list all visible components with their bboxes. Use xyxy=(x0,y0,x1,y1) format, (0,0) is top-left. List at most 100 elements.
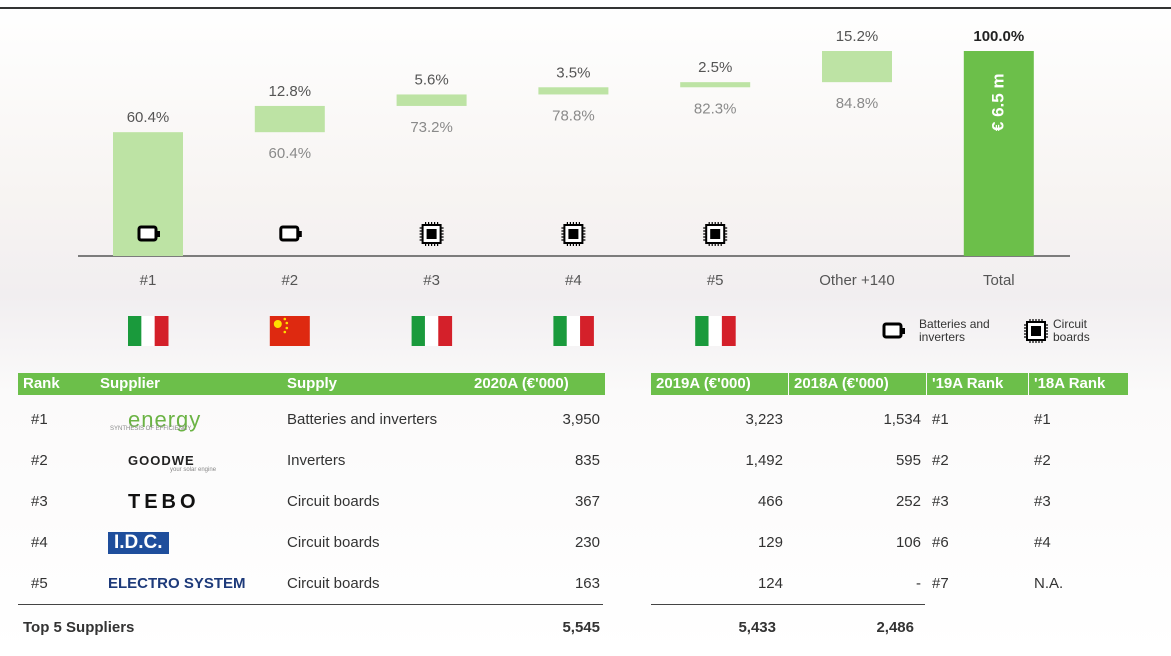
bar xyxy=(963,51,1034,256)
flag-italy xyxy=(424,316,439,346)
table-header: '18A Rank xyxy=(1029,373,1128,395)
bar xyxy=(680,82,751,88)
table-cell: #2 xyxy=(1034,452,1051,469)
supplier-logo: TEBO xyxy=(100,491,277,515)
flag-italy xyxy=(708,316,723,346)
table-cell: 163 xyxy=(574,575,600,592)
table-cell: #3 xyxy=(1034,493,1051,510)
table-cell: Circuit boards xyxy=(287,575,380,592)
flag-italy xyxy=(566,316,581,346)
x-tick-label: #2 xyxy=(281,272,298,289)
base-label: 78.8% xyxy=(552,107,595,124)
supplier-logo: ELECTRO SYSTEM xyxy=(100,573,277,595)
flag-star xyxy=(285,321,289,325)
value-label: 60.4% xyxy=(127,109,170,126)
supplier-name: TEBO xyxy=(128,491,200,513)
table-header: 2020A (€'000) xyxy=(469,373,605,395)
total-cell: 2,486 xyxy=(876,619,914,636)
battery-tip xyxy=(902,328,905,334)
x-tick-label: Total xyxy=(983,272,1015,289)
bar xyxy=(396,94,467,106)
table-cell: #1 xyxy=(932,411,949,428)
base-label: 84.8% xyxy=(836,95,879,112)
table-cell: 124 xyxy=(757,575,783,592)
table-cell: 367 xyxy=(574,493,600,510)
table-cell: 3,223 xyxy=(745,411,783,428)
table-cell: Circuit boards xyxy=(287,534,380,551)
flag-italy xyxy=(154,316,169,346)
supplier-name: energy xyxy=(128,407,202,432)
total-cell: 5,545 xyxy=(562,619,600,636)
chip-core xyxy=(568,229,579,239)
flag-italy xyxy=(580,316,594,346)
table-cell: - xyxy=(916,575,921,592)
flag-star xyxy=(273,320,282,328)
value-label: 2.5% xyxy=(698,59,732,76)
table-cell: 106 xyxy=(895,534,921,551)
table-cell: #6 xyxy=(932,534,949,551)
flag-italy xyxy=(553,316,568,346)
table-cell: 595 xyxy=(895,452,921,469)
x-tick-label: Other +140 xyxy=(819,272,894,289)
table-cell: 1,492 xyxy=(745,452,783,469)
supplier-tagline: your solar engine xyxy=(170,467,217,473)
flag-italy xyxy=(141,316,156,346)
table-cell: #2 xyxy=(31,452,48,469)
battery-tip xyxy=(298,231,302,237)
bar xyxy=(538,87,609,95)
flag-italy xyxy=(438,316,453,346)
table-header: '19A Rank xyxy=(927,373,1028,395)
supplier-logo: energy SYNTHESIS OF EFFICIENCY xyxy=(100,409,277,434)
flag-italy xyxy=(128,316,142,346)
supplier-logo: I.D.C. xyxy=(100,532,277,555)
table-header: 2019A (€'000) xyxy=(651,373,788,395)
table-cell: #7 xyxy=(932,575,949,592)
table-cell: #1 xyxy=(1034,411,1051,428)
chip-core xyxy=(426,229,437,239)
supplier-logo: GOODWE your solar engine xyxy=(100,450,277,473)
chart: 60.4% #1 12.8% 60.4% #2 5.6% 73.2% #3 3.5% 78.8% #… xyxy=(0,7,1171,346)
bar xyxy=(822,51,892,83)
table-cell: #4 xyxy=(1034,534,1051,551)
supplier-name: I.D.C. xyxy=(108,532,169,554)
chip-core xyxy=(1031,326,1041,336)
supplier-name: GOODWE xyxy=(128,453,195,468)
table-cell: Inverters xyxy=(287,452,346,469)
table-header: 2018A (€'000) xyxy=(789,373,926,395)
table-header: Supply xyxy=(282,373,469,395)
legend-label: Batteries and inverters xyxy=(919,317,990,344)
table-cell: #5 xyxy=(31,575,48,592)
total-cell: 5,433 xyxy=(738,619,776,636)
table-cell: 1,534 xyxy=(883,411,921,428)
table-cell: #2 xyxy=(932,452,949,469)
table-cell: #3 xyxy=(932,493,949,510)
x-tick-label: #1 xyxy=(140,272,157,289)
table-cell: #3 xyxy=(31,493,48,510)
battery-icon xyxy=(882,322,903,339)
flag-italy xyxy=(721,316,736,346)
legend-label: Circuit boards xyxy=(1053,317,1090,344)
flag-italy xyxy=(411,316,426,346)
value-label: 15.2% xyxy=(836,28,879,45)
table-cell: Batteries and inverters xyxy=(287,411,438,428)
table-cell: #4 xyxy=(31,534,48,551)
total-label: Top 5 Suppliers xyxy=(23,619,135,636)
flag-star xyxy=(285,326,289,330)
table-header: Rank xyxy=(18,373,95,395)
base-label: 73.2% xyxy=(410,119,453,136)
value-label: 100.0% xyxy=(973,28,1024,45)
battery-icon xyxy=(137,225,158,242)
table-cell: 835 xyxy=(574,452,600,469)
supplier-tagline: SYNTHESIS OF EFFICIENCY xyxy=(110,426,192,432)
table-cell: 230 xyxy=(574,534,600,551)
table-cell: 252 xyxy=(895,493,921,510)
table-cell: 3,950 xyxy=(562,411,600,428)
supplier-name: ELECTRO SYSTEM xyxy=(108,575,246,592)
x-tick-label: #5 xyxy=(707,272,724,289)
value-label: 12.8% xyxy=(269,83,312,100)
battery-tip xyxy=(157,231,160,237)
base-label: 60.4% xyxy=(269,145,312,162)
value-label: 3.5% xyxy=(556,64,590,81)
table-rule xyxy=(651,604,925,605)
